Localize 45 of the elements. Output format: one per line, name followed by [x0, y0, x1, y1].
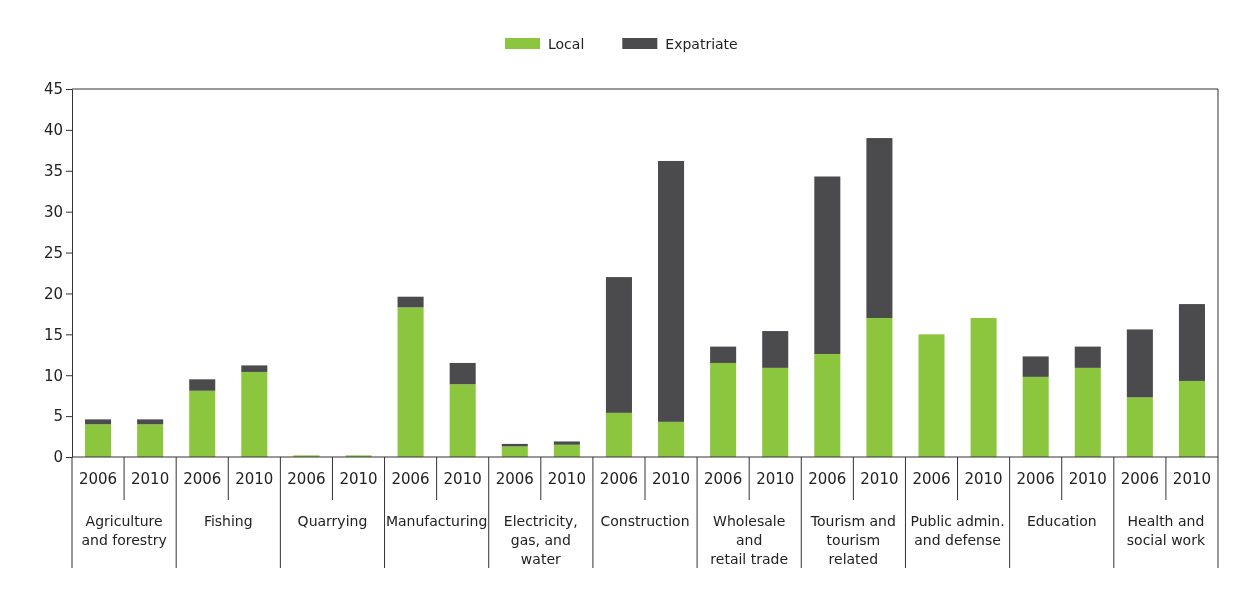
text: Health and social work — [1126, 513, 1206, 548]
text: Quarrying — [297, 513, 368, 529]
y-tick-label: 5 — [53, 407, 63, 426]
x-tick-label: 2010 — [131, 470, 170, 488]
text: Manufacturing — [385, 513, 488, 529]
x-tick-label: 2010 — [443, 470, 482, 488]
x-tick-label: 2006 — [808, 470, 847, 488]
x-tick-label: 2006 — [287, 470, 326, 488]
x-tick-label: 2006 — [912, 470, 951, 488]
x-tick-label: 2006 — [704, 470, 743, 488]
text: Construction — [600, 513, 690, 529]
x-tick-label: 2006 — [391, 470, 430, 488]
y-tick-label: 45 — [43, 80, 63, 99]
text: Electricity, gas, and water — [503, 513, 578, 567]
text: Tourism and tourism related — [809, 513, 896, 567]
text: Public admin. and defense — [910, 513, 1005, 548]
x-tick-label: 2006 — [495, 470, 534, 488]
x-tick-label: 2010 — [651, 470, 691, 488]
x-tick-label: 2010 — [964, 470, 1003, 488]
legend-label: Local — [548, 36, 585, 52]
x-tick-label: 2006 — [1016, 470, 1055, 488]
y-tick-label: 0 — [53, 448, 63, 467]
y-tick-label: 10 — [43, 366, 63, 385]
x-tick-label: 2010 — [1068, 470, 1107, 488]
x-tick-label: 2010 — [860, 470, 899, 488]
x-tick-label: 2010 — [547, 470, 586, 488]
y-tick-label: 30 — [43, 202, 63, 221]
x-tick-label: 2010 — [339, 470, 378, 488]
x-tick-label: 2006 — [1120, 470, 1159, 488]
text: Education — [1026, 513, 1097, 529]
y-tick-label: 40 — [43, 121, 63, 140]
x-tick-label: 2006 — [78, 470, 118, 488]
y-tick-label: 25 — [43, 243, 63, 262]
legend-label: Expatriate — [665, 36, 738, 52]
y-tick-label: 15 — [43, 325, 63, 344]
x-tick-label: 2006 — [183, 470, 222, 488]
x-tick-label: 2010 — [1172, 470, 1212, 488]
x-tick-label: 2010 — [756, 470, 795, 488]
text: Fishing — [203, 513, 253, 529]
x-tick-label: 2006 — [599, 470, 639, 488]
text: Agriculture and forestry — [81, 513, 167, 548]
y-tick-label: 35 — [43, 162, 63, 181]
x-tick-label: 2010 — [235, 470, 274, 488]
text: Wholesale and retail trade — [710, 513, 789, 567]
y-tick-label: 20 — [43, 284, 63, 303]
